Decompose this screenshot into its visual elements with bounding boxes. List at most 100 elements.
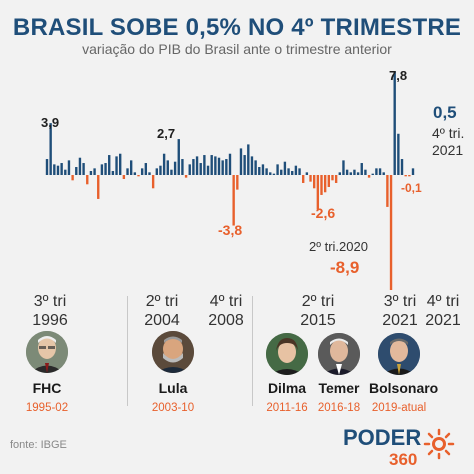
bar — [360, 163, 363, 175]
bar — [342, 160, 345, 175]
bar — [192, 159, 195, 175]
lula-term: 2003-10 — [151, 402, 195, 414]
bar — [276, 164, 279, 175]
label-1996: 3,9 — [41, 115, 60, 130]
bar — [45, 159, 49, 175]
bar — [280, 169, 283, 175]
bar — [291, 171, 294, 175]
bar — [137, 175, 140, 177]
period-2015: 2º tri 2015 — [300, 293, 336, 329]
bar — [356, 172, 360, 175]
bar — [378, 168, 382, 175]
bar — [181, 159, 184, 175]
bar — [404, 175, 407, 177]
bar — [166, 160, 169, 175]
period-2021q4: 4º tri 2021 — [425, 293, 461, 329]
label-2020q3: 7,8 — [389, 68, 408, 83]
bar — [411, 168, 415, 175]
bar — [345, 169, 349, 175]
bar — [349, 172, 352, 175]
bar — [225, 159, 228, 175]
bar — [170, 169, 173, 175]
bar — [111, 171, 115, 175]
bar — [206, 165, 210, 175]
bar — [367, 175, 371, 178]
bar — [353, 169, 356, 175]
label-2021q4-year: 2021 — [432, 142, 464, 158]
bar — [393, 71, 396, 175]
bar — [217, 157, 221, 175]
bar — [93, 168, 96, 175]
bar — [129, 160, 133, 175]
bar — [119, 153, 122, 175]
bar — [287, 168, 290, 175]
dilma-name: Dilma — [267, 380, 307, 396]
label-2021q4: 0,5 — [433, 103, 457, 122]
bar — [126, 168, 129, 175]
bar — [184, 175, 188, 178]
bar — [214, 156, 217, 175]
bar — [232, 175, 235, 226]
dilma-term: 2011-16 — [266, 402, 308, 414]
bar — [188, 164, 191, 175]
bar — [53, 164, 56, 175]
bar — [258, 167, 261, 175]
bar — [320, 175, 323, 195]
bar — [250, 156, 254, 175]
bar — [97, 175, 100, 199]
bar — [239, 148, 243, 175]
label-2021q3: -0,1 — [401, 181, 422, 195]
fhc-name: FHC — [32, 380, 62, 396]
bar — [400, 159, 404, 175]
fhc-term: 1995-02 — [25, 402, 69, 414]
bar — [236, 175, 239, 190]
bar — [247, 144, 250, 175]
bar — [302, 175, 305, 183]
bar — [49, 123, 52, 175]
bar — [397, 133, 400, 175]
lula-avatar — [152, 331, 194, 373]
bar — [334, 175, 338, 183]
bar — [338, 172, 341, 175]
bar — [272, 173, 276, 175]
temer-name: Temer — [318, 380, 360, 396]
bar — [133, 172, 137, 175]
bar — [331, 175, 334, 181]
period-1996: 3º tri 1996 — [32, 293, 68, 329]
bar — [312, 175, 316, 189]
bar — [298, 168, 301, 175]
period-2008: 4º tri 2008 — [208, 293, 244, 329]
bar — [309, 175, 312, 182]
period-2021q3: 3º tri 2021 — [382, 293, 418, 329]
label-2020: -8,9 — [330, 258, 360, 277]
bar — [269, 172, 272, 175]
bar — [56, 165, 60, 175]
bar — [195, 156, 199, 175]
bolsonaro-name: Bolsonaro — [369, 380, 439, 396]
label-2020-period: 2º tri.2020 — [309, 239, 368, 254]
bar — [177, 139, 180, 175]
bar — [67, 160, 71, 175]
bar — [221, 160, 224, 175]
bar — [375, 168, 378, 175]
bar — [162, 153, 166, 175]
bar — [371, 173, 374, 175]
bolsonaro-avatar — [378, 333, 420, 375]
bar — [151, 175, 155, 189]
bar — [64, 169, 67, 175]
logo-text-top: PODER — [343, 425, 421, 450]
label-2004: 2,7 — [157, 126, 176, 141]
bar — [86, 175, 89, 185]
bar — [159, 165, 162, 175]
bar — [323, 175, 327, 193]
bar — [305, 172, 309, 175]
bar — [140, 168, 144, 175]
bar — [294, 165, 298, 175]
temer-avatar — [318, 333, 360, 375]
temer-term: 2016-18 — [317, 402, 361, 414]
bar — [75, 167, 78, 175]
bar — [228, 153, 232, 175]
label-2015: -2,6 — [311, 205, 336, 221]
period-2004: 2º tri 2004 — [144, 293, 180, 329]
bar — [316, 175, 320, 210]
